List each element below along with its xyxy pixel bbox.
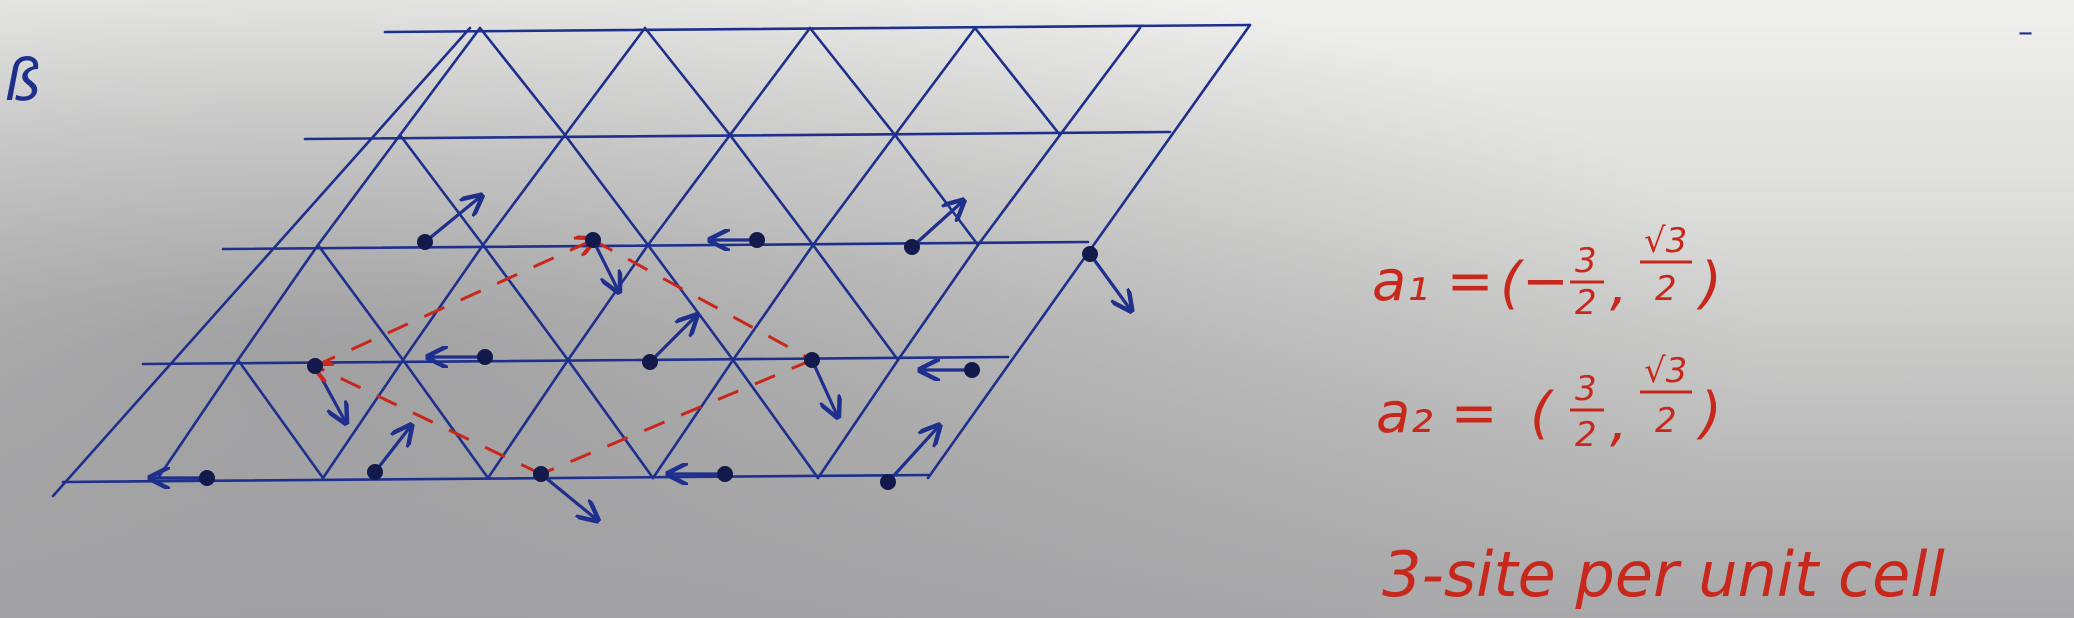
- svg-text:3: 3: [1575, 369, 1597, 409]
- svg-text:2: 2: [1575, 415, 1597, 455]
- unit-cell-edge: [314, 240, 593, 368]
- spin-arrow: [910, 202, 962, 249]
- svg-text:a₂ =: a₂ =: [1376, 381, 1498, 446]
- lattice-diagonal-line: [973, 26, 1062, 137]
- lattice-diagonal-line: [976, 133, 1062, 247]
- lattice-row-line: [383, 23, 1252, 34]
- spin-arrow: [423, 197, 480, 244]
- spin-arrow: [648, 317, 695, 364]
- lattice-diagonal-line: [643, 26, 732, 137]
- lattice-diagonal-line: [316, 133, 402, 247]
- svg-text:): ): [1696, 251, 1722, 316]
- lattice-site: [307, 358, 323, 374]
- lattice-diagonal-line: [893, 133, 980, 247]
- spin-arrow: [539, 472, 596, 519]
- lattice-edge-line: [51, 26, 472, 498]
- svg-text:3: 3: [1575, 241, 1597, 281]
- svg-text:−: −: [1522, 249, 1569, 314]
- lattice-diagonal-line: [398, 133, 485, 247]
- lattice-diagonal-line: [731, 358, 820, 480]
- lattice-diagonal-line: [401, 243, 485, 362]
- spin-arrow: [373, 427, 410, 473]
- lattice-diagonal-line: [808, 26, 897, 137]
- lattice-site: [804, 352, 820, 368]
- lattice-site: [585, 232, 601, 248]
- svg-text:2: 2: [1655, 269, 1677, 309]
- unit-cell-edge: [592, 238, 813, 362]
- lattice-site: [533, 466, 549, 482]
- lattice-diagonal-line: [321, 358, 405, 480]
- spin-arrow: [1088, 253, 1130, 309]
- lattice-diagonal-line: [481, 133, 567, 247]
- lattice-row-line: [221, 240, 1090, 251]
- svg-text:2: 2: [1575, 283, 1597, 323]
- svg-text:√3: √3: [1644, 221, 1687, 261]
- lattice-diagonal-line: [563, 133, 650, 247]
- lattice-site: [880, 474, 896, 490]
- unit-cell-edge: [315, 366, 542, 476]
- lattice-diagonal-line: [478, 26, 567, 137]
- lattice-site: [964, 362, 980, 378]
- svg-text:(: (: [1530, 381, 1554, 446]
- svg-text:2: 2: [1655, 401, 1677, 441]
- unit-cell-outline: [314, 238, 813, 476]
- lattice-site: [1082, 246, 1098, 262]
- triangular-lattice: [51, 23, 1252, 498]
- lattice-row-line: [303, 130, 1172, 141]
- lattice-site: [477, 349, 493, 365]
- lattice-diagonal-line: [728, 133, 815, 247]
- lattice-site: [367, 464, 383, 480]
- lattice-diagonal-line: [398, 26, 482, 137]
- lattice-diagonal-line: [816, 358, 900, 480]
- lattice-diagonal-line: [896, 243, 980, 362]
- svg-text:,: ,: [1610, 253, 1628, 318]
- lattice-diagonal-line: [481, 243, 570, 362]
- lattice-sites: [199, 232, 1098, 490]
- unit-cell-edge: [540, 358, 813, 476]
- lattice-diagonal-line: [728, 26, 812, 137]
- svg-text:,: ,: [1610, 389, 1628, 454]
- unit-cell-note: 3-site per unit cell: [1382, 538, 1945, 611]
- lattice-diagonal-line: [731, 243, 815, 362]
- lattice-site: [642, 354, 658, 370]
- lattice-diagonal-line: [811, 243, 900, 362]
- lattice-diagonal-line: [401, 358, 490, 480]
- lattice-diagonal-line: [486, 358, 570, 480]
- svg-text:√3: √3: [1644, 351, 1687, 391]
- spin-arrow: [886, 427, 938, 484]
- lattice-diagonal-line: [1058, 26, 1142, 137]
- lattice-site: [417, 234, 433, 250]
- svg-text:(: (: [1500, 251, 1524, 316]
- lattice-diagonal-line: [811, 133, 897, 247]
- corner-mark: ß: [4, 46, 41, 114]
- lattice-site: [717, 466, 733, 482]
- lattice-site: [199, 470, 215, 486]
- spin-arrows: [152, 197, 1130, 519]
- svg-text:): ): [1696, 381, 1722, 446]
- svg-text:a₁ =: a₁ =: [1372, 249, 1494, 314]
- a1-vector-equation: a₁ = ( − 3 2 , √3 2 ): [1372, 221, 1722, 323]
- dash-mark: –: [2018, 15, 2033, 50]
- lattice-diagonal-line: [236, 358, 325, 480]
- a2-vector-equation: a₂ = ( 3 2 , √3 2 ): [1376, 351, 1722, 455]
- spin-arrow: [810, 359, 837, 415]
- lattice-diagonal-line: [236, 243, 320, 362]
- lattice-diagonal-line: [316, 243, 405, 362]
- lattice-diagonal-line: [893, 26, 977, 137]
- lattice-diagonal-line: [566, 358, 655, 480]
- lattice-site: [749, 232, 765, 248]
- lattice-diagonal-line: [651, 358, 735, 480]
- lattice-diagonal-line: [563, 26, 647, 137]
- lattice-site: [904, 239, 920, 255]
- lattice-diagonal-line: [156, 358, 240, 480]
- lattice-row-line: [141, 355, 1010, 366]
- lattice-diagonal-line: [646, 243, 735, 362]
- lattice-diagonal-line: [646, 133, 732, 247]
